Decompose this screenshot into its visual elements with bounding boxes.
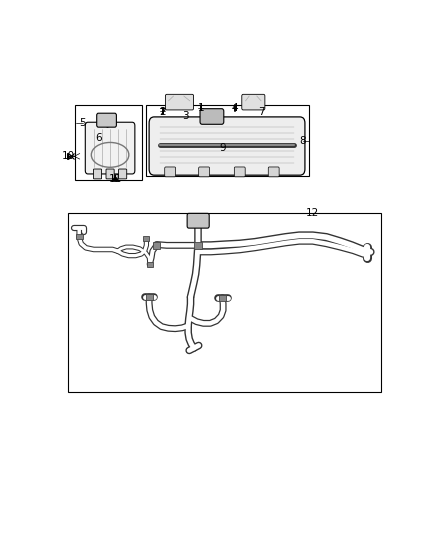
Bar (67, 213, 381, 392)
FancyBboxPatch shape (187, 213, 209, 228)
FancyBboxPatch shape (85, 122, 135, 174)
Bar (153, 242, 160, 248)
FancyBboxPatch shape (97, 113, 117, 127)
Text: 12: 12 (306, 207, 319, 217)
Text: 2: 2 (159, 107, 166, 117)
FancyBboxPatch shape (165, 167, 176, 177)
FancyBboxPatch shape (199, 167, 209, 177)
FancyBboxPatch shape (93, 169, 102, 179)
FancyBboxPatch shape (268, 167, 279, 177)
Text: 1: 1 (198, 103, 204, 114)
FancyBboxPatch shape (200, 109, 224, 124)
Text: 3: 3 (182, 111, 189, 122)
FancyBboxPatch shape (106, 169, 114, 179)
Bar (146, 294, 152, 300)
Bar (143, 236, 149, 241)
Text: 7: 7 (258, 107, 265, 117)
Text: 11: 11 (109, 174, 122, 184)
FancyBboxPatch shape (149, 117, 305, 175)
Text: 4: 4 (231, 103, 238, 114)
Bar (147, 262, 153, 267)
FancyBboxPatch shape (234, 167, 245, 177)
FancyBboxPatch shape (119, 169, 127, 179)
FancyBboxPatch shape (242, 94, 265, 110)
Bar (76, 233, 83, 239)
Bar (75, 105, 142, 180)
Bar (219, 295, 226, 301)
Bar (194, 242, 202, 248)
Text: 8: 8 (299, 136, 306, 146)
Text: 10: 10 (62, 151, 75, 161)
Text: 9: 9 (219, 143, 226, 152)
FancyBboxPatch shape (166, 94, 194, 110)
Text: 5: 5 (79, 118, 86, 128)
Text: 6: 6 (95, 133, 102, 143)
Bar (146, 105, 309, 176)
